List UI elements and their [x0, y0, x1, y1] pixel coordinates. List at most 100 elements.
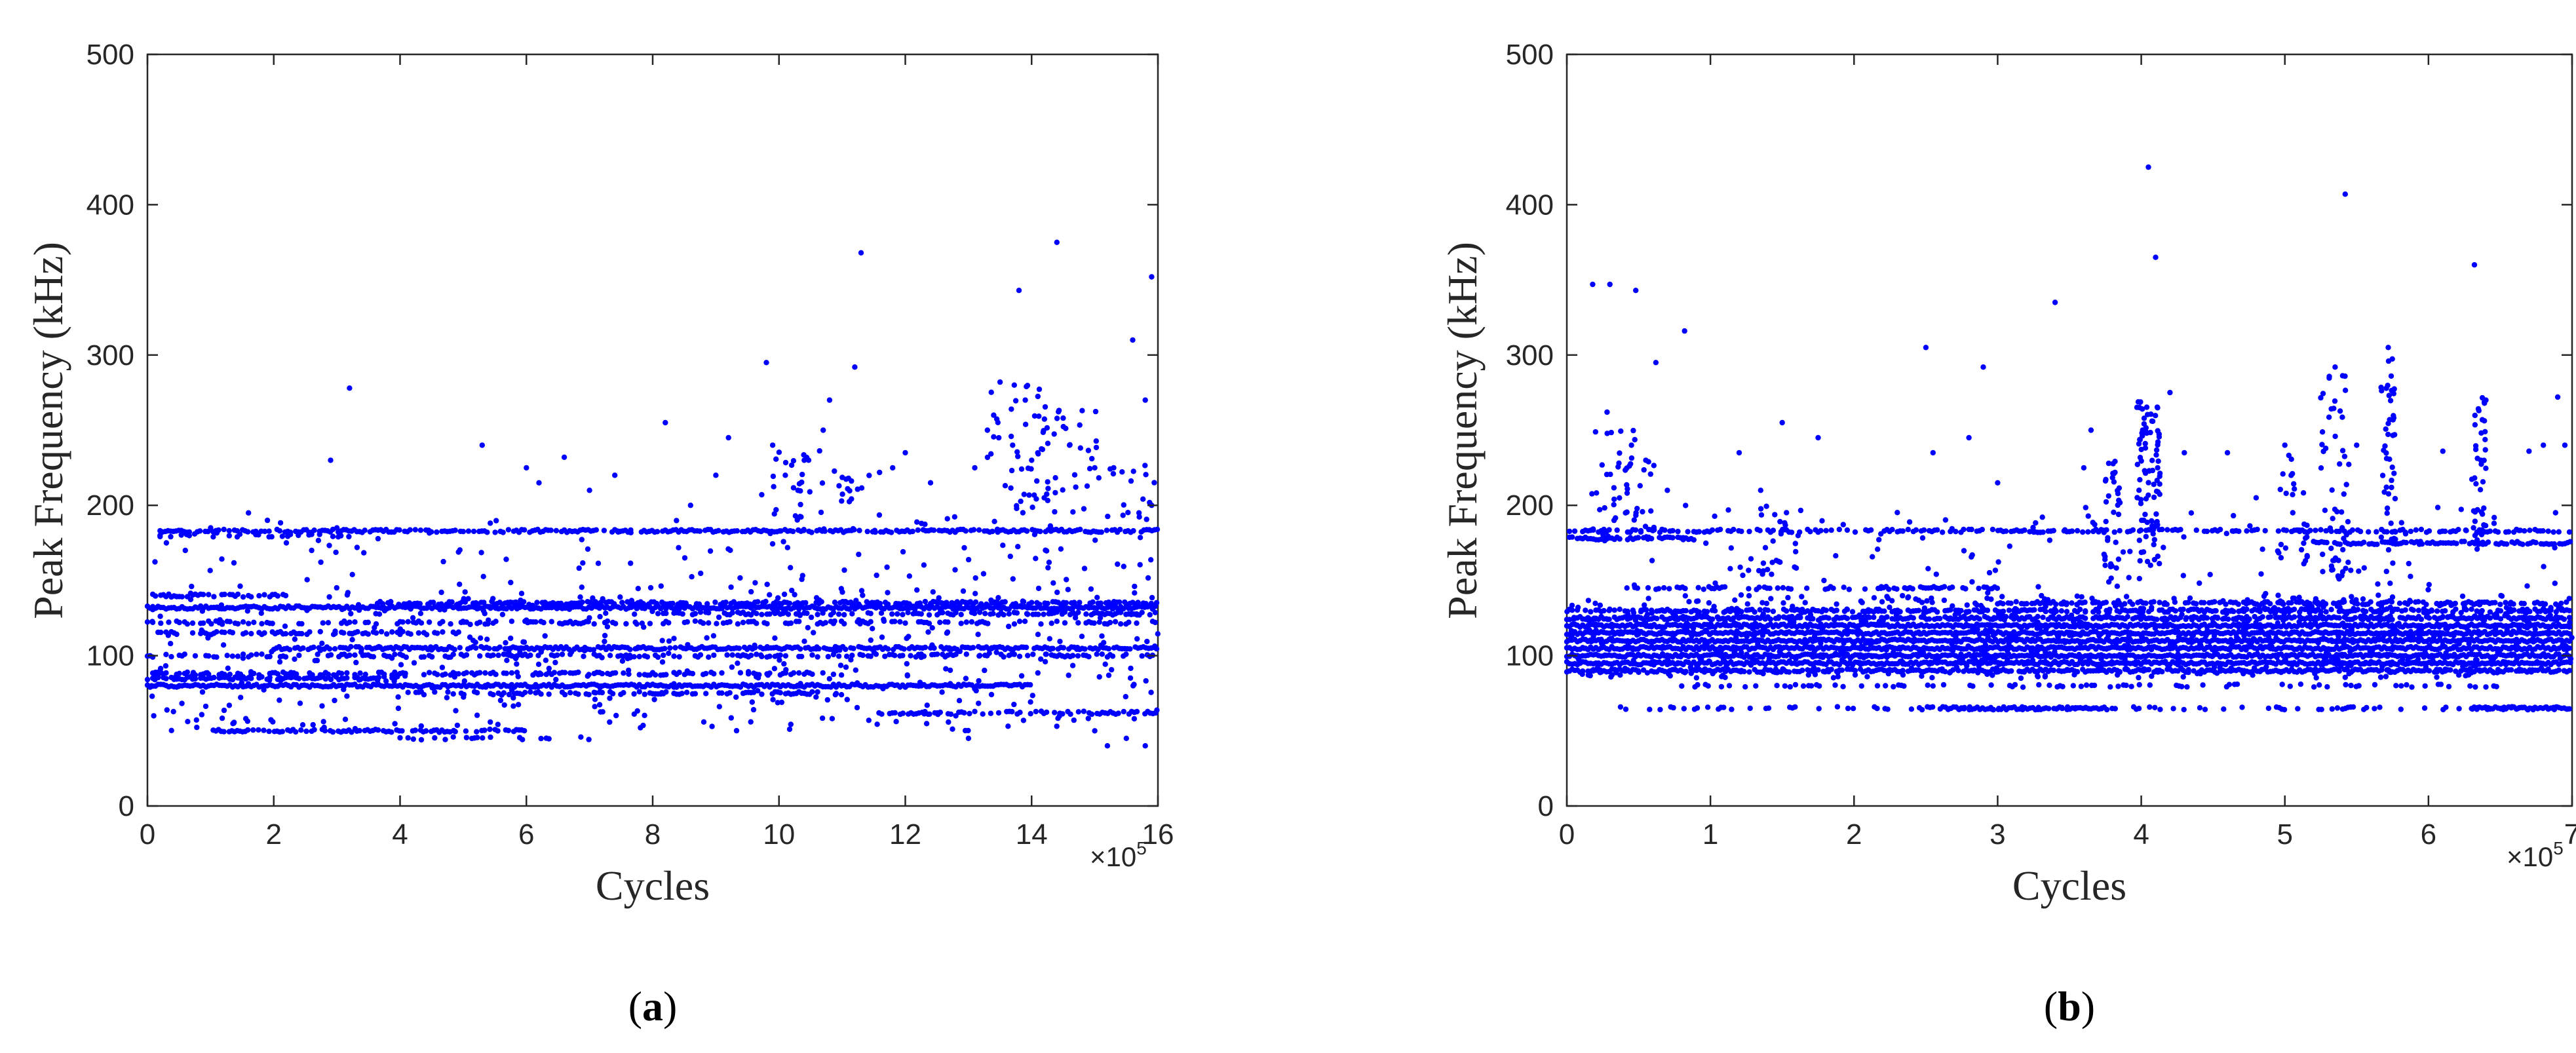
data-point	[418, 723, 424, 729]
data-point	[778, 528, 784, 534]
data-point	[1029, 505, 1035, 510]
data-point	[692, 618, 699, 624]
data-point	[799, 471, 805, 478]
data-point	[474, 735, 480, 740]
data-point	[330, 533, 336, 539]
data-point	[701, 719, 707, 725]
data-point	[1020, 510, 1026, 516]
data-point	[440, 619, 446, 624]
data-point	[582, 647, 588, 654]
data-point	[1075, 645, 1081, 651]
data-point	[158, 629, 164, 636]
data-point	[893, 719, 899, 725]
data-point	[1028, 699, 1033, 705]
data-point	[349, 630, 355, 637]
data-point	[1662, 527, 1668, 533]
data-point	[214, 629, 220, 635]
data-point	[687, 503, 694, 508]
data-point	[1041, 416, 1048, 422]
data-point	[2495, 529, 2501, 535]
data-point	[521, 639, 528, 645]
data-point	[617, 594, 623, 600]
data-point	[930, 589, 936, 595]
data-point	[1990, 526, 1996, 533]
data-point	[957, 648, 963, 655]
data-point	[182, 651, 187, 657]
data-point	[268, 717, 274, 723]
data-point	[815, 689, 820, 695]
data-point	[239, 675, 244, 681]
data-point	[463, 670, 470, 676]
data-point	[355, 629, 360, 635]
data-point	[537, 670, 543, 676]
data-point	[179, 594, 185, 600]
data-point	[319, 703, 325, 709]
data-point	[283, 540, 290, 546]
data-point	[765, 672, 771, 678]
data-point	[1077, 422, 1083, 428]
data-point	[2178, 527, 2183, 533]
data-point	[596, 702, 603, 708]
data-point	[471, 528, 477, 535]
data-point	[943, 666, 949, 672]
data-point	[848, 657, 854, 663]
data-point	[361, 550, 367, 556]
data-point	[204, 670, 210, 676]
data-point	[952, 514, 958, 520]
data-point	[1961, 526, 1967, 533]
data-point	[1852, 529, 1858, 535]
data-point	[1024, 611, 1030, 617]
data-point	[797, 613, 803, 619]
data-point	[796, 670, 802, 676]
data-point	[783, 666, 789, 673]
data-point	[1117, 599, 1123, 605]
data-point	[585, 619, 591, 624]
data-point	[1614, 527, 1620, 533]
data-point	[442, 671, 448, 678]
data-point	[1123, 735, 1130, 742]
data-point	[446, 654, 452, 661]
data-point	[625, 667, 632, 674]
data-point	[988, 691, 995, 698]
data-point	[2235, 601, 2241, 607]
data-point	[275, 593, 280, 599]
data-point	[144, 676, 151, 683]
data-point	[393, 673, 400, 679]
data-point	[164, 707, 170, 713]
data-point	[1130, 527, 1136, 534]
data-point	[1097, 615, 1104, 621]
data-point	[492, 529, 498, 535]
data-point	[1783, 608, 1790, 614]
data-point	[1033, 556, 1039, 562]
data-point	[679, 691, 685, 697]
data-point	[189, 630, 196, 636]
data-point	[735, 661, 740, 666]
data-point	[719, 690, 725, 696]
data-point	[1016, 288, 1022, 294]
data-point	[885, 646, 891, 652]
data-point	[798, 501, 803, 508]
data-point	[820, 670, 826, 676]
data-point	[391, 678, 397, 684]
data-point	[395, 705, 402, 712]
data-point	[1038, 621, 1044, 627]
data-point	[799, 653, 805, 660]
x-tick-label: 16	[1142, 818, 1174, 851]
data-point	[1661, 584, 1667, 591]
data-point	[410, 736, 416, 742]
data-point	[1034, 478, 1040, 484]
data-point	[658, 583, 664, 589]
data-point	[201, 620, 206, 626]
data-point	[960, 588, 967, 594]
data-point	[698, 570, 704, 577]
data-point	[189, 620, 196, 626]
data-point	[1826, 615, 1832, 621]
data-point	[619, 658, 626, 664]
data-point	[1011, 701, 1017, 708]
data-point	[1836, 526, 1842, 533]
scatter-points-a	[144, 239, 1161, 749]
data-point	[1009, 467, 1015, 474]
data-point	[463, 735, 470, 740]
data-point	[592, 704, 598, 710]
data-point	[347, 385, 353, 391]
